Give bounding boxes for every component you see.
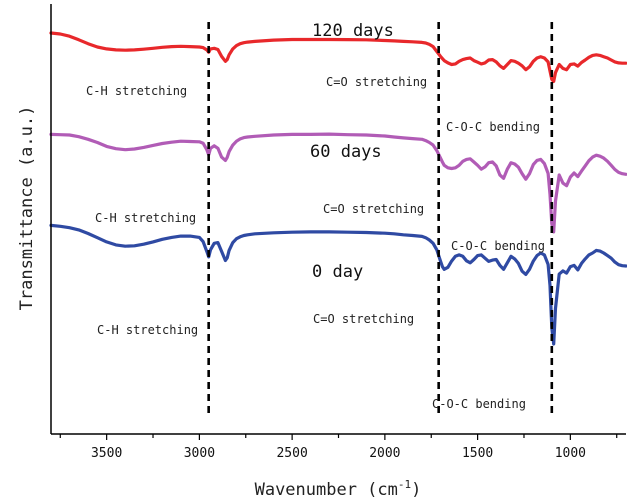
series-line-120-days — [49, 31, 627, 84]
annotation-co-stretching-60: C=O stretching — [323, 202, 424, 216]
series-title-60-days: 60 days — [310, 142, 382, 162]
x-tick-label-3500: 3500 — [91, 446, 122, 461]
series-title-120-days: 120 days — [312, 21, 394, 41]
series-line-0-day — [49, 223, 627, 346]
y-axis-title: Transmittance (a.u.) — [17, 106, 37, 311]
annotation-co-stretching-120: C=O stretching — [326, 75, 427, 89]
annotation-coc-bending-120: C-O-C bending — [446, 120, 540, 134]
x-axis-title-sup: -1 — [398, 478, 411, 491]
x-tick-label-2500: 2500 — [276, 446, 307, 461]
x-axis-title-main: Wavenumber (cm — [255, 480, 398, 500]
x-axis-title-close: ) — [411, 480, 421, 500]
plot-area: 3500 3000 2500 2000 1500 1000 120 days 60 day… — [49, 4, 627, 461]
x-axis-title: Wavenumber (cm-1) — [255, 478, 422, 500]
series-line-60-days — [49, 132, 627, 234]
x-tick-label-1500: 1500 — [462, 446, 493, 461]
annotation-coc-bending-0: C-O-C bending — [432, 397, 526, 411]
annotation-ch-stretching-0: C-H stretching — [97, 323, 198, 337]
x-tick-label-3000: 3000 — [184, 446, 215, 461]
annotations: 120 days 60 days 0 day C-H stretching C=… — [86, 21, 545, 411]
axes: 3500 3000 2500 2000 1500 1000 — [50, 4, 626, 461]
reference-lines — [207, 22, 554, 418]
x-tick-label-1000: 1000 — [555, 446, 586, 461]
annotation-co-stretching-0: C=O stretching — [313, 312, 414, 326]
annotation-ch-stretching-120: C-H stretching — [86, 84, 187, 98]
series-layer — [49, 31, 627, 346]
annotation-coc-bending-60: C-O-C bending — [451, 239, 545, 253]
series-title-0-day: 0 day — [312, 262, 363, 282]
x-tick-label-2000: 2000 — [369, 446, 400, 461]
annotation-ch-stretching-60: C-H stretching — [95, 211, 196, 225]
